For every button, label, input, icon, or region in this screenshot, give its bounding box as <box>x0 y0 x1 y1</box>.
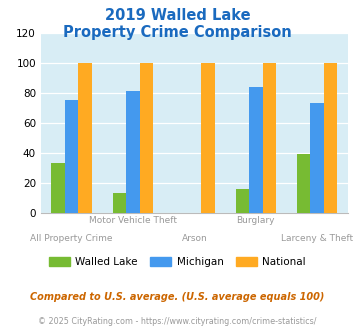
Bar <box>51 163 65 213</box>
Text: © 2025 CityRating.com - https://www.cityrating.com/crime-statistics/: © 2025 CityRating.com - https://www.city… <box>38 317 317 326</box>
Bar <box>201 63 215 213</box>
Bar <box>235 189 249 213</box>
Bar <box>140 63 153 213</box>
Text: Motor Vehicle Theft: Motor Vehicle Theft <box>89 216 177 225</box>
Bar <box>113 193 126 213</box>
Legend: Walled Lake, Michigan, National: Walled Lake, Michigan, National <box>49 257 306 267</box>
Text: Burglary: Burglary <box>236 216 275 225</box>
Bar <box>263 63 276 213</box>
Bar <box>310 103 324 213</box>
Bar <box>249 87 263 213</box>
Bar <box>126 91 140 213</box>
Text: Arson: Arson <box>181 234 207 243</box>
Bar <box>297 154 310 213</box>
Text: Compared to U.S. average. (U.S. average equals 100): Compared to U.S. average. (U.S. average … <box>30 292 325 302</box>
Text: Property Crime Comparison: Property Crime Comparison <box>63 25 292 40</box>
Bar <box>78 63 92 213</box>
Text: Larceny & Theft: Larceny & Theft <box>281 234 353 243</box>
Text: All Property Crime: All Property Crime <box>30 234 113 243</box>
Bar <box>324 63 338 213</box>
Text: 2019 Walled Lake: 2019 Walled Lake <box>105 8 250 23</box>
Bar <box>65 100 78 213</box>
